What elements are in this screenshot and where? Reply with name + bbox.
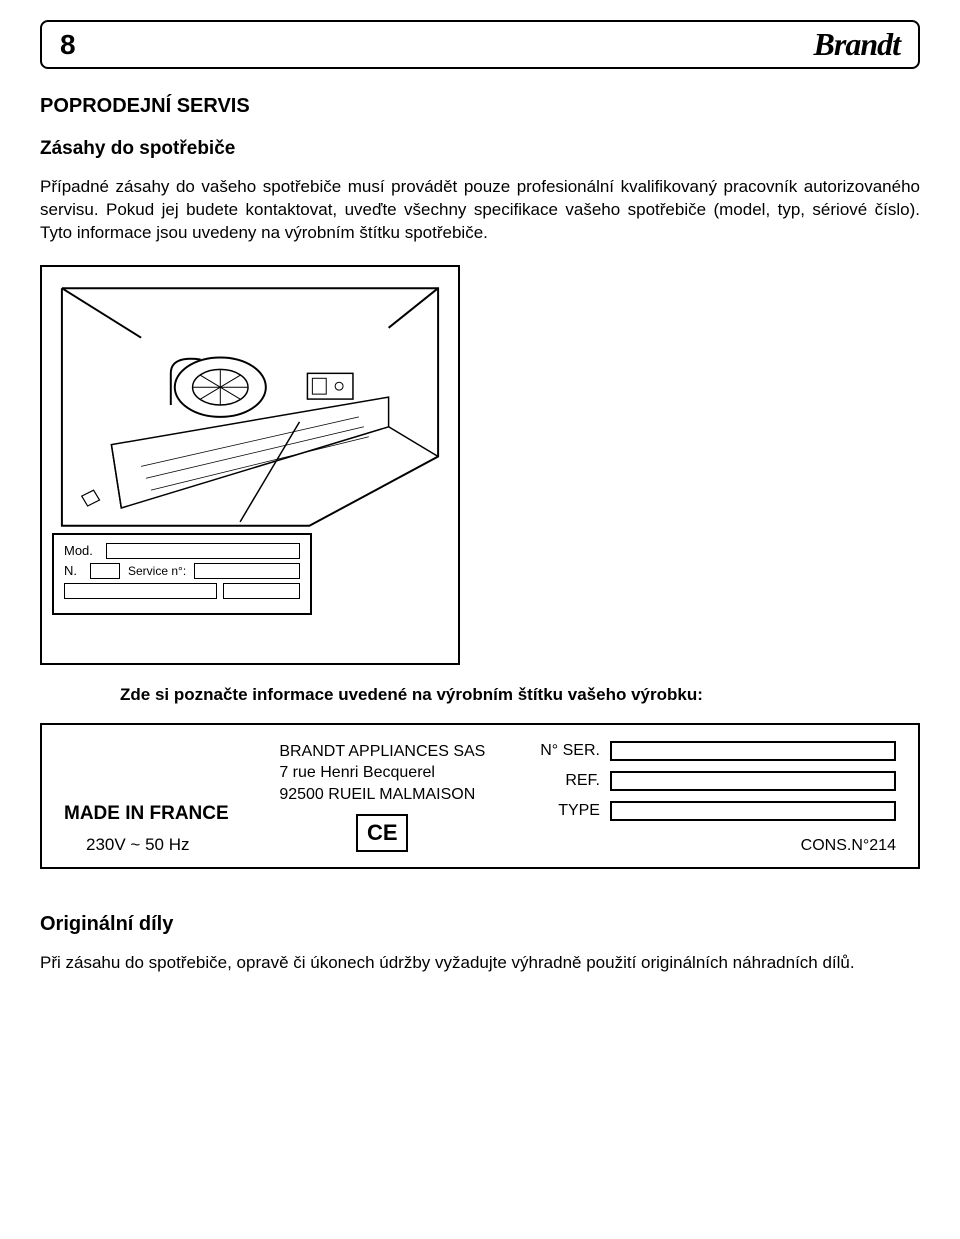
hood-svg — [52, 277, 448, 537]
page-header: 8 Brandt — [40, 20, 920, 69]
voltage-label: 230V ~ 50 Hz — [86, 835, 229, 855]
made-in-label: MADE IN FRANCE — [64, 803, 229, 825]
service-label: Service n°: — [128, 564, 186, 578]
rating-plate-mini: Mod. N. Service n°: — [52, 533, 312, 615]
page-number: 8 — [60, 29, 76, 61]
spec-right: N° SER. REF. TYPE CONS.N°214 — [536, 741, 896, 855]
note-line: Zde si poznačte informace uvedené na výr… — [120, 685, 920, 705]
section-title: POPRODEJNÍ SERVIS — [40, 95, 920, 118]
ser-label: N° SER. — [536, 742, 600, 760]
mod-label: Mod. — [64, 543, 98, 558]
spec-left: MADE IN FRANCE 230V ~ 50 Hz — [64, 741, 229, 855]
company-line1: BRANDT APPLIANCES SAS — [279, 741, 485, 763]
originals-title: Originální díly — [40, 913, 920, 936]
spec-plate: MADE IN FRANCE 230V ~ 50 Hz BRANDT APPLI… — [40, 723, 920, 869]
service-field — [194, 563, 300, 579]
type-field — [610, 801, 896, 821]
spec-mid: BRANDT APPLIANCES SAS 7 rue Henri Becque… — [279, 741, 485, 855]
cons-label: CONS.N°214 — [536, 837, 896, 855]
blank-field-1 — [64, 583, 217, 599]
company-line3: 92500 RUEIL MALMAISON — [279, 784, 485, 806]
n-field — [90, 563, 120, 579]
appliance-diagram: Mod. N. Service n°: — [40, 265, 460, 665]
originals-paragraph: Při zásahu do spotřebiče, opravě či úkon… — [40, 952, 920, 975]
ce-mark-icon: CE — [356, 814, 408, 852]
n-label: N. — [64, 563, 82, 578]
ref-label: REF. — [536, 772, 600, 790]
brand-logo: Brandt — [814, 26, 900, 63]
company-line2: 7 rue Henri Becquerel — [279, 762, 485, 784]
ser-field — [610, 741, 896, 761]
blank-field-2 — [223, 583, 300, 599]
ref-field — [610, 771, 896, 791]
intro-paragraph: Případné zásahy do vašeho spotřebiče mus… — [40, 176, 920, 245]
type-label: TYPE — [536, 802, 600, 820]
mod-field — [106, 543, 300, 559]
sub-title: Zásahy do spotřebiče — [40, 138, 920, 160]
